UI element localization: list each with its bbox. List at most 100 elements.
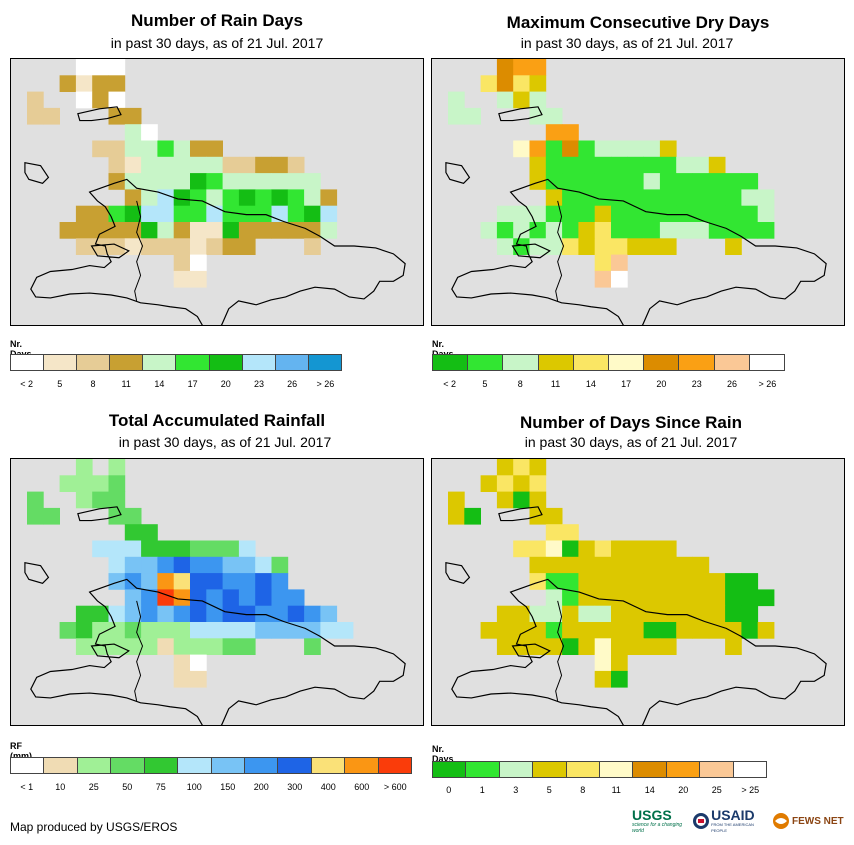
grid-cell [708, 222, 726, 239]
grid-cell [529, 475, 547, 492]
grid-cell [529, 59, 547, 76]
grid-cell [545, 173, 563, 190]
grid-cell [578, 556, 596, 574]
grid-cell [287, 605, 305, 623]
grid-cell [124, 173, 142, 190]
grid-cell [513, 205, 530, 223]
legend-labels: < 2 5 8 11 14 17 20 23 26 > 26 [432, 379, 785, 391]
legend-label: 17 [187, 379, 198, 389]
grid-cell [496, 491, 514, 509]
legend-swatch [679, 355, 715, 370]
grid-cell [75, 75, 93, 92]
grid-cell [513, 475, 530, 492]
grid-cell [643, 173, 661, 190]
legend-label: 50 [122, 782, 133, 792]
grid-cell [594, 654, 612, 672]
grid-cell [141, 605, 158, 623]
legend-label: 400 [320, 782, 336, 792]
usgs-logo: USGS science for a changing world [632, 808, 688, 834]
legend-swatch [609, 355, 645, 370]
grid-cell [448, 507, 465, 525]
grid-cell [157, 238, 175, 255]
grid-cell [173, 205, 191, 223]
grid-cell [157, 540, 175, 558]
grid-cell [222, 540, 240, 558]
grid-cell [255, 156, 272, 174]
grid-cell [545, 556, 563, 574]
grid-cell [643, 238, 661, 255]
legend-swatch [600, 762, 634, 777]
usgs-tagline: science for a changing world [632, 822, 683, 834]
legend-swatch [77, 758, 112, 773]
grid-cell [627, 556, 644, 574]
grid-cell [108, 91, 126, 109]
grid-cell [448, 491, 465, 509]
legend-labels: < 1 10 25 50 75 100 150 200 300 400 600 > 600 [10, 782, 412, 794]
legend-label: 8 [580, 785, 586, 795]
grid-cell [206, 173, 223, 190]
grid-cell [578, 156, 596, 174]
legend-title: RF (mm) [10, 741, 32, 761]
legend-swatch [345, 758, 379, 773]
grid-cell [108, 573, 126, 590]
grid-cell [594, 638, 612, 655]
usaid-logo-text: USAID [711, 807, 755, 823]
grid-cell [75, 475, 93, 492]
legend-labels: 0 1 3 5 8 11 14 20 25 > 25 [432, 785, 767, 797]
grid-cell [124, 573, 142, 590]
grid-cell [529, 622, 547, 639]
grid-cell [157, 173, 175, 190]
country-border [134, 200, 144, 301]
grid-cell [141, 205, 158, 223]
legend-swatch [308, 355, 341, 370]
legend-swatch [209, 355, 243, 370]
legend-swatch [733, 762, 767, 777]
grid-cell [594, 205, 612, 223]
legend-swatch [466, 762, 500, 777]
grid-cell [741, 573, 759, 590]
grid-cell [173, 670, 191, 688]
grid-cell [611, 173, 628, 190]
grid-cell [692, 156, 710, 174]
legend-swatch [44, 758, 78, 773]
grid-cell [562, 622, 579, 639]
grid-cell [43, 107, 60, 125]
grid-cell [496, 459, 514, 476]
grid-cell [529, 91, 547, 109]
grid-cell [480, 622, 498, 639]
panel-subtitle: in past 30 days, as of 21 Jul. 2017 [110, 35, 324, 51]
grid-cell [92, 622, 109, 639]
grid-cell [271, 156, 289, 174]
grid-cell [141, 589, 158, 607]
grid-cell [304, 638, 321, 655]
grid-cell [206, 622, 223, 639]
grid-cell [529, 605, 547, 623]
grid-cell [173, 222, 191, 239]
legend-label: 8 [517, 379, 523, 389]
grid-cell [708, 173, 726, 190]
legend-swatch [178, 758, 212, 773]
grid-cell [611, 270, 628, 288]
usaid-tagline: FROM THE AMERICAN PEOPLE [711, 822, 754, 833]
grid-cell [190, 173, 207, 190]
grid-cell [238, 222, 256, 239]
grid-cell [206, 540, 223, 558]
grid-cell [643, 573, 661, 590]
grid-cell [173, 254, 191, 272]
legend-label: < 2 [20, 379, 33, 389]
grid-cell [513, 222, 530, 239]
grid-cell [562, 173, 579, 190]
grid-cell [190, 605, 207, 623]
map-rainfall-grid [24, 459, 406, 725]
grid-cell [708, 573, 726, 590]
legend-label: 200 [253, 782, 269, 792]
legend-swatch [275, 355, 309, 370]
grid-cell [222, 189, 240, 207]
legend-label: 23 [691, 379, 702, 389]
grid-cell [676, 189, 693, 207]
legend-swatch [144, 758, 179, 773]
grid-cell [141, 173, 158, 190]
grid-cell [59, 622, 77, 639]
grid-cell [222, 605, 240, 623]
grid-cell [124, 540, 142, 558]
